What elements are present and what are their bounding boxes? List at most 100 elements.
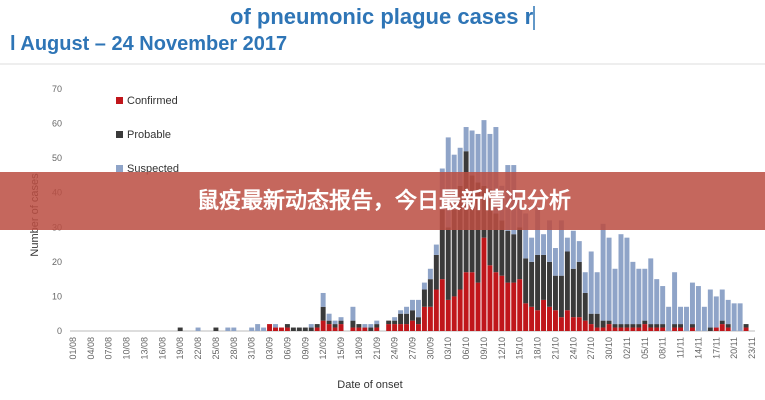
chart-subtitle: l August – 24 November 2017 <box>10 33 287 55</box>
bar-segment <box>273 327 278 331</box>
bar-segment <box>481 120 487 186</box>
bar-segment <box>523 258 529 304</box>
bar-segment <box>576 261 582 318</box>
x-tick-label: 13/08 <box>139 337 149 360</box>
bar-segment <box>618 324 624 328</box>
bar-segment <box>451 210 457 297</box>
bar-segment <box>338 320 344 325</box>
bar-segment <box>648 258 654 325</box>
bar-segment <box>689 324 695 328</box>
bar-segment <box>356 327 362 331</box>
x-tick-label: 05/11 <box>640 337 650 359</box>
x-tick-label: 09/10 <box>479 337 489 360</box>
bar-segment <box>684 306 689 331</box>
x-tick-label: 06/09 <box>282 337 292 360</box>
bar-segment <box>392 320 398 325</box>
bar-segment <box>606 324 612 331</box>
bar-segment <box>475 182 481 283</box>
x-tick-label: 24/10 <box>568 337 578 360</box>
bar-segment <box>308 327 314 331</box>
bar-segment <box>678 324 684 328</box>
bar-segment <box>594 272 600 314</box>
bar-segment <box>326 313 332 321</box>
x-tick-label: 23/11 <box>747 337 757 359</box>
bar-segment <box>570 230 576 269</box>
bar-segment <box>642 324 648 331</box>
x-tick-label: 01/08 <box>68 337 78 360</box>
bar-segment <box>547 306 552 331</box>
bar-segment <box>415 317 421 325</box>
bar-segment <box>481 237 487 331</box>
bar-segment <box>678 327 684 331</box>
bar-segment <box>290 327 296 331</box>
legend-swatch <box>116 165 123 172</box>
bar-segment <box>314 324 320 328</box>
bar-segment <box>427 268 433 280</box>
bar-segment <box>719 289 725 321</box>
x-tick-label: 20/11 <box>729 337 739 359</box>
y-tick-label: 0 <box>57 326 62 336</box>
bar-segment <box>570 317 576 331</box>
bar-segment <box>404 313 410 325</box>
bar-segment <box>552 310 558 331</box>
bar-segment <box>398 310 404 314</box>
bar-segment <box>213 327 219 331</box>
bar-segment <box>618 327 624 331</box>
bar-segment <box>410 310 415 321</box>
bar-segment <box>457 289 463 331</box>
x-tick-label: 08/11 <box>658 337 668 359</box>
bar-segment <box>588 313 594 325</box>
bar-segment <box>660 286 666 325</box>
x-tick-label: 15/10 <box>515 337 525 360</box>
bar-segment <box>433 289 439 331</box>
bar-segment <box>612 268 618 325</box>
bar-segment <box>278 327 284 331</box>
x-tick-label: 30/09 <box>425 337 435 360</box>
x-tick-label: 03/10 <box>443 337 453 360</box>
bar-segment <box>338 317 344 321</box>
x-tick-label: 17/11 <box>711 337 721 359</box>
bar-segment <box>433 254 439 290</box>
bar-segment <box>564 251 570 311</box>
x-tick-label: 12/10 <box>497 337 507 360</box>
bar-segment <box>249 327 255 331</box>
bar-segment <box>588 324 594 331</box>
bar-segment <box>707 289 713 328</box>
bar-segment <box>308 324 314 328</box>
bar-segment <box>731 303 737 331</box>
bar-segment <box>666 306 672 331</box>
bar-segment <box>713 327 719 331</box>
bar-segment <box>552 275 558 311</box>
bar-segment <box>505 230 511 283</box>
bar-segment <box>630 327 636 331</box>
bar-segment <box>493 272 499 331</box>
banner-text: 鼠疫最新动态报告，今日最新情况分析 <box>197 188 571 214</box>
bar-segment <box>415 324 421 331</box>
bar-segment <box>410 299 415 311</box>
bar-segment <box>415 299 421 318</box>
legend-label: Confirmed <box>127 95 178 107</box>
x-tick-label: 24/09 <box>390 337 400 360</box>
bar-segment <box>624 237 630 325</box>
bar-segment <box>392 317 398 321</box>
bar-segment <box>606 320 612 325</box>
bar-segment <box>678 306 684 325</box>
bar-segment <box>433 244 439 255</box>
bar-segment <box>672 327 678 331</box>
bar-segment <box>284 324 290 328</box>
bar-segment <box>582 292 588 321</box>
bar-segment <box>600 223 606 321</box>
bar-segment <box>511 234 517 283</box>
bar-segment <box>386 320 392 325</box>
x-tick-label: 22/08 <box>193 337 203 360</box>
x-tick-label: 21/10 <box>550 337 560 360</box>
bar-segment <box>362 324 368 328</box>
bar-segment <box>368 327 374 331</box>
bar-segment <box>624 324 630 328</box>
bar-segment <box>350 320 356 328</box>
bar-segment <box>517 227 523 280</box>
bar-segment <box>648 327 654 331</box>
x-tick-label: 27/09 <box>408 337 418 360</box>
bar-segment <box>541 234 547 255</box>
